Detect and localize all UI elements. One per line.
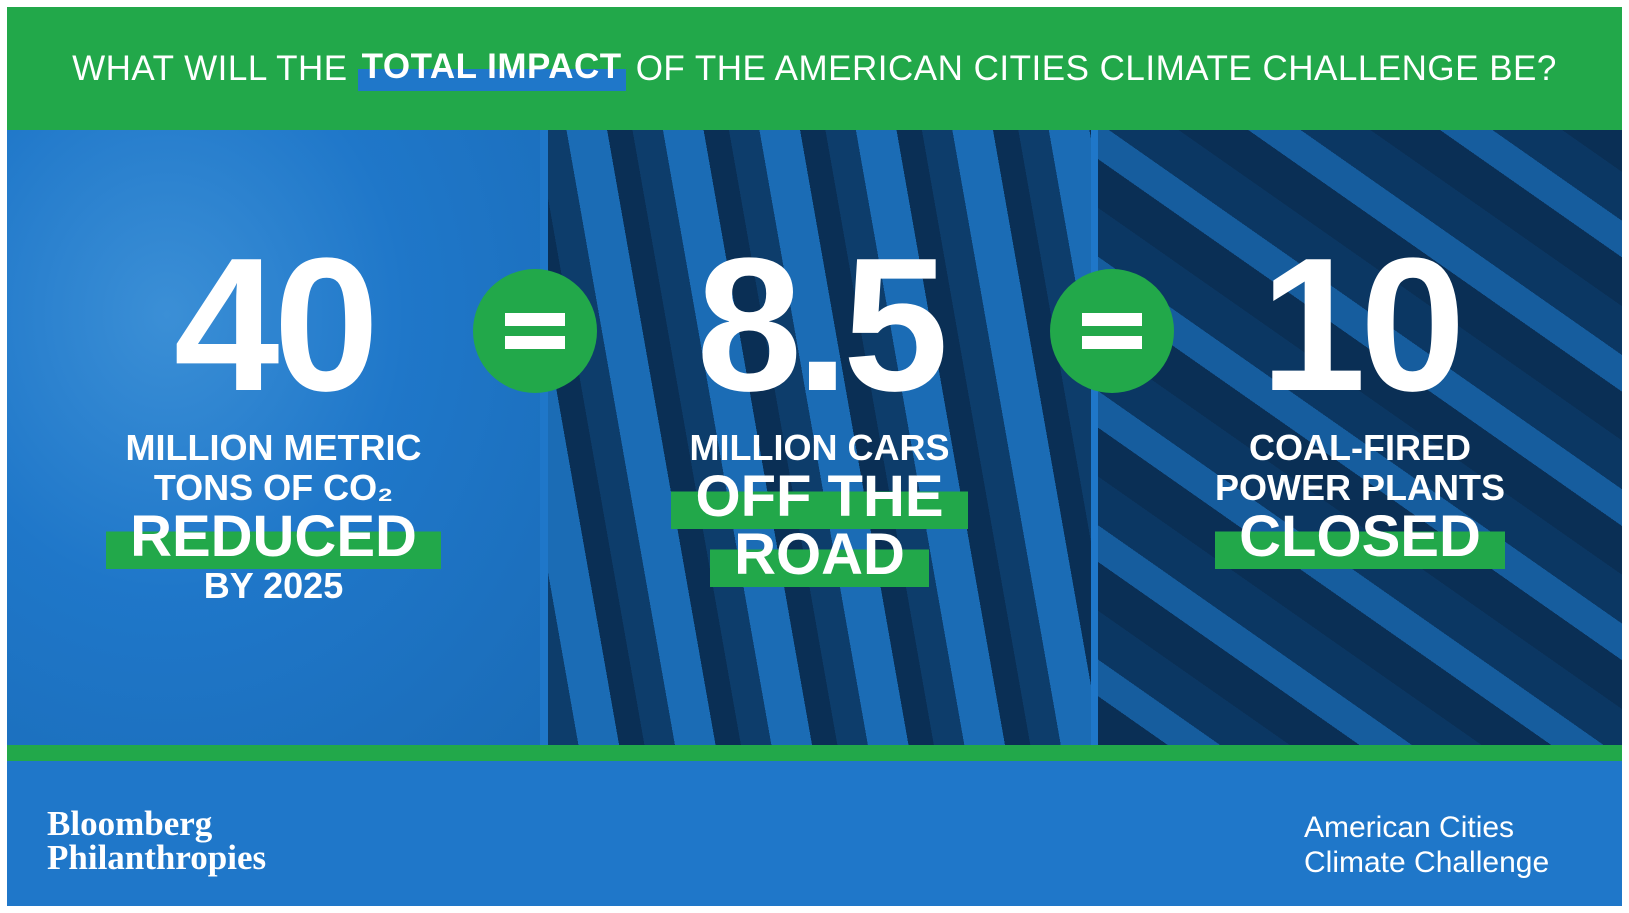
stat-line: MILLION METRIC: [126, 428, 422, 468]
equals-icon: [473, 269, 597, 393]
stat-highlight: OFF THE: [671, 464, 967, 529]
highlight-row: CLOSED: [1215, 508, 1505, 566]
title-part: OF THE AMERICAN CITIES CLIMATE CHALLENGE…: [636, 49, 1557, 89]
highlight-row: REDUCED: [106, 508, 441, 566]
brand-line: American Cities: [1304, 810, 1549, 845]
stat-line: COAL-FIRED: [1249, 428, 1471, 468]
stat-highlight: ROAD: [710, 522, 929, 587]
highlight-row: ROAD: [710, 526, 929, 584]
highlight-row: OFF THE: [671, 468, 967, 526]
logo-line: Bloomberg: [47, 807, 266, 841]
title-part: WHAT WILL THE: [72, 49, 348, 89]
stat-number: 40: [174, 230, 373, 420]
divider: [7, 745, 1622, 761]
stat-highlight: REDUCED: [106, 504, 441, 569]
brand-line: Climate Challenge: [1304, 845, 1549, 880]
stat-line: TONS OF CO₂: [154, 468, 393, 508]
equals-icon: [1050, 269, 1174, 393]
stat-number: 8.5: [696, 230, 942, 420]
title-highlight: TOTAL IMPACT: [358, 47, 626, 91]
stat-line: POWER PLANTS: [1215, 468, 1505, 508]
stat-line: BY 2025: [204, 566, 343, 606]
stat-highlight: CLOSED: [1215, 504, 1505, 569]
stat-line: MILLION CARS: [690, 428, 950, 468]
page: {"header": {"title_parts": ["WHAT WILL T…: [0, 0, 1629, 913]
logo-line: Philanthropies: [47, 841, 266, 875]
stat-number: 10: [1260, 230, 1459, 420]
